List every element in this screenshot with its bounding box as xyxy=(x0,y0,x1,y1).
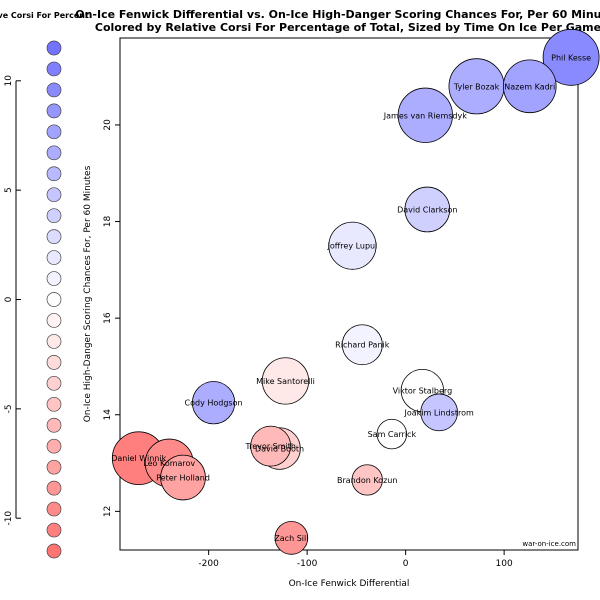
point-label: Phil Kesse xyxy=(551,53,591,62)
point-label: Joffrey Lupul xyxy=(327,242,378,251)
legend-swatch xyxy=(46,208,62,224)
point-label: Nazem Kadri xyxy=(504,82,555,91)
point-label: Tyler Bozak xyxy=(453,82,500,91)
legend-swatch xyxy=(46,40,62,56)
legend-swatch xyxy=(46,313,62,328)
y-tick-label: 16 xyxy=(103,312,113,324)
point-label: Viktor Stalberg xyxy=(393,387,453,396)
legend-swatch xyxy=(46,124,62,140)
x-tick-label: -100 xyxy=(297,559,318,569)
legend-swatch xyxy=(46,501,62,517)
point-bubble xyxy=(261,357,310,405)
legend-swatch xyxy=(46,250,62,265)
point-label: Brandon Kozun xyxy=(337,476,397,485)
point-bubble xyxy=(160,454,206,501)
y-tick-label: 20 xyxy=(103,119,113,131)
legend-swatch xyxy=(46,543,62,559)
point-bubble xyxy=(328,221,377,270)
point-label: Sam Carrick xyxy=(368,430,417,439)
point-label: David Booth xyxy=(255,445,304,454)
point-bubble xyxy=(351,464,383,496)
legend-swatch xyxy=(46,103,62,119)
point-bubble xyxy=(404,186,451,233)
point-label: Cody Hodgson xyxy=(185,399,243,408)
point-label: Peter Holland xyxy=(156,474,210,483)
point-bubble xyxy=(250,425,292,467)
legend-swatch xyxy=(46,438,62,454)
chart-title-line2: Colored by Relative Corsi For Percentage… xyxy=(95,21,600,34)
legend-tick-label: 0 xyxy=(4,296,14,302)
legend-swatch xyxy=(46,292,62,307)
point-label: Daniel Winnik xyxy=(111,454,166,463)
legend-swatch xyxy=(46,166,62,182)
legend-swatch xyxy=(46,334,62,349)
x-tick-label: -200 xyxy=(198,559,219,569)
x-axis: -200 -100 0 100 xyxy=(198,550,513,569)
point-bubble xyxy=(341,324,383,366)
y-tick-label: 18 xyxy=(103,216,113,228)
credit-label: war-on-ice.com xyxy=(522,540,576,548)
x-tick-label: 100 xyxy=(496,559,513,569)
legend-tick-label: -5 xyxy=(4,404,14,413)
legend-swatch xyxy=(46,187,62,203)
points-layer: Phil Kesse Tyler Bozak James van Riemsdyk N… xyxy=(111,28,600,555)
point-bubble xyxy=(191,381,236,425)
legend-tick-label: 5 xyxy=(4,187,14,193)
point-label: James van Riemsdyk xyxy=(383,111,467,120)
point-bubble xyxy=(502,59,557,114)
point-label: Mike Santorelli xyxy=(256,377,315,386)
legend-swatch xyxy=(46,271,62,286)
legend-swatch xyxy=(46,417,62,433)
legend-swatch xyxy=(46,229,62,244)
point-label: Leo Komarov xyxy=(143,459,195,468)
point-bubble xyxy=(542,28,600,86)
legend-swatch xyxy=(46,82,62,98)
legend-swatch xyxy=(46,145,62,161)
plot-area xyxy=(119,37,579,551)
point-bubble xyxy=(397,87,453,143)
x-axis-label: On-Ice Fenwick Differential xyxy=(289,579,410,589)
point-label: Trevor Smith xyxy=(244,442,296,451)
chart-title-line1: On-Ice Fenwick Differential vs. On-Ice H… xyxy=(75,8,600,21)
point-label: Zach Sill xyxy=(274,534,308,543)
point-bubble xyxy=(420,393,458,432)
x-tick-label: 0 xyxy=(403,559,409,569)
legend-swatch xyxy=(46,480,62,496)
point-label: Joakim Lindstrom xyxy=(403,408,473,417)
point-bubble xyxy=(376,418,408,450)
y-tick-label: 14 xyxy=(103,409,113,421)
y-tick-label: 12 xyxy=(103,506,113,517)
legend-swatch xyxy=(46,396,62,412)
legend-swatch xyxy=(46,375,62,391)
legend-swatch xyxy=(46,61,62,77)
legend-tick-label: -10 xyxy=(4,511,14,526)
point-label: Richard Panik xyxy=(335,341,390,350)
y-axis: 12 14 16 18 20 xyxy=(103,119,120,517)
y-axis-label: On-Ice High-Danger Scoring Chances For, … xyxy=(83,165,93,422)
legend-title: Relative Corsi For Percent xyxy=(0,11,89,20)
legend-swatch xyxy=(46,522,62,538)
legend-swatch xyxy=(46,355,62,370)
point-label: David Clarkson xyxy=(397,205,457,214)
point-bubble xyxy=(274,521,309,555)
legend: 10 5 0 -5 -10 xyxy=(4,40,62,559)
legend-swatch xyxy=(46,459,62,475)
legend-tick-label: 10 xyxy=(4,75,14,87)
